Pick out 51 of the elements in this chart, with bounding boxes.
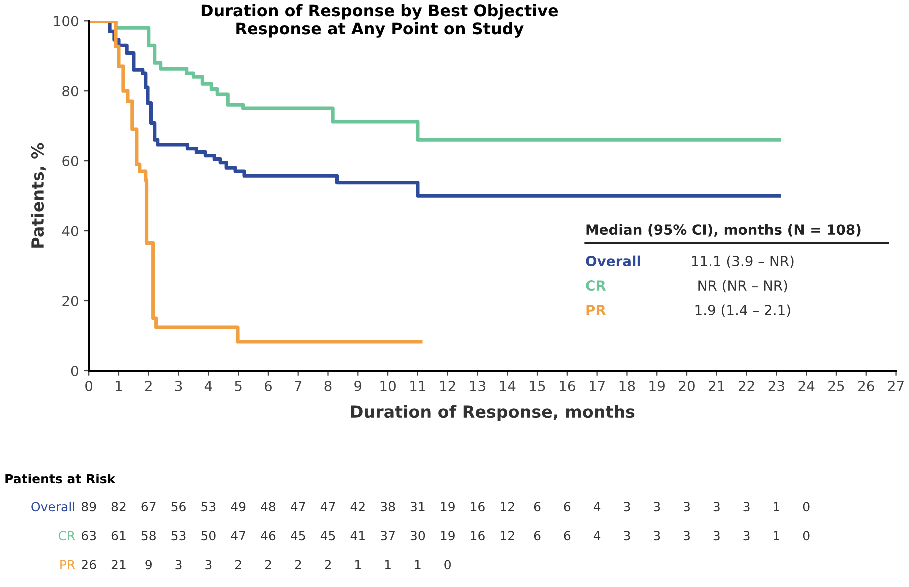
x-tick-label: 9 <box>354 380 362 392</box>
x-tick-label: 15 <box>530 381 546 392</box>
x-tick-label: 2 <box>145 380 152 392</box>
text: CR <box>586 280 606 292</box>
text: CR <box>58 531 76 541</box>
x-tick-label: 7 <box>295 381 302 392</box>
annotation: Median (95% CI), months (N = 108) <box>586 224 861 237</box>
text: 63 61 58 53 50 47 46 45 45 41 37 30 19 16 12 6 6 4 3 3 3 3 3 1 0 <box>82 531 810 541</box>
text: PR <box>60 560 76 570</box>
x-tick-label: 10 <box>380 380 396 392</box>
x-tick-label: 13 <box>470 380 486 392</box>
x-tick-label: 4 <box>204 381 212 392</box>
x-tick-label: 19 <box>650 380 665 392</box>
x-tick-label: 14 <box>500 381 516 392</box>
text: Patients at Risk <box>6 474 116 484</box>
text: Overall <box>586 256 640 267</box>
x-tick-label: 27 <box>888 380 904 392</box>
x-tick-label: 26 <box>858 380 874 392</box>
x-tick-label: 0 <box>86 380 93 392</box>
text: 89 82 67 56 53 49 48 47 47 42 38 31 19 16 12 6 6 4 3 3 3 3 3 1 0 <box>82 502 810 512</box>
x-tick-label: 24 <box>798 380 815 392</box>
text: PR <box>586 305 606 316</box>
annotation: 1.9 (1.4 – 2.1) <box>696 304 790 318</box>
x-tick-label: 3 <box>175 380 182 392</box>
y-tick-label: 100 <box>54 16 78 27</box>
y-axis-title: Patients, % <box>31 143 46 248</box>
x-tick-label: 16 <box>560 380 576 392</box>
x-tick-label: 20 <box>679 380 695 392</box>
y-tick-label: 0 <box>71 366 78 376</box>
x-tick-label: 23 <box>768 380 784 392</box>
x-tick-label: 11 <box>410 381 426 392</box>
x-tick-label: 6 <box>265 380 272 392</box>
x-tick-label: 25 <box>828 380 844 392</box>
x-tick-label: 21 <box>709 380 724 392</box>
y-tick-label: 20 <box>62 296 78 306</box>
x-tick-label: 22 <box>738 380 754 392</box>
text: 26 21 9 3 3 2 2 2 2 1 1 1 0 <box>82 560 451 570</box>
x-tick-label: 12 <box>440 380 456 392</box>
chart-title: Duration of Response by Best Objective Response at Any Point on Study <box>202 4 558 38</box>
y-tick-label: 80 <box>62 86 78 97</box>
x-tick-label: 8 <box>324 380 332 392</box>
y-tick-label: 60 <box>62 156 78 167</box>
x-axis-title: Duration of Response, months <box>351 405 635 422</box>
annotation: 11.1 (3.9 – NR) <box>692 256 794 268</box>
x-tick-label: 18 <box>620 380 636 392</box>
y-tick-label: 40 <box>62 226 78 237</box>
text: Overall <box>32 502 74 512</box>
x-tick-label: 17 <box>590 381 605 392</box>
annotation: NR (NR – NR) <box>698 280 788 293</box>
x-tick-label: 1 <box>116 381 122 392</box>
x-tick-label: 5 <box>235 381 242 392</box>
